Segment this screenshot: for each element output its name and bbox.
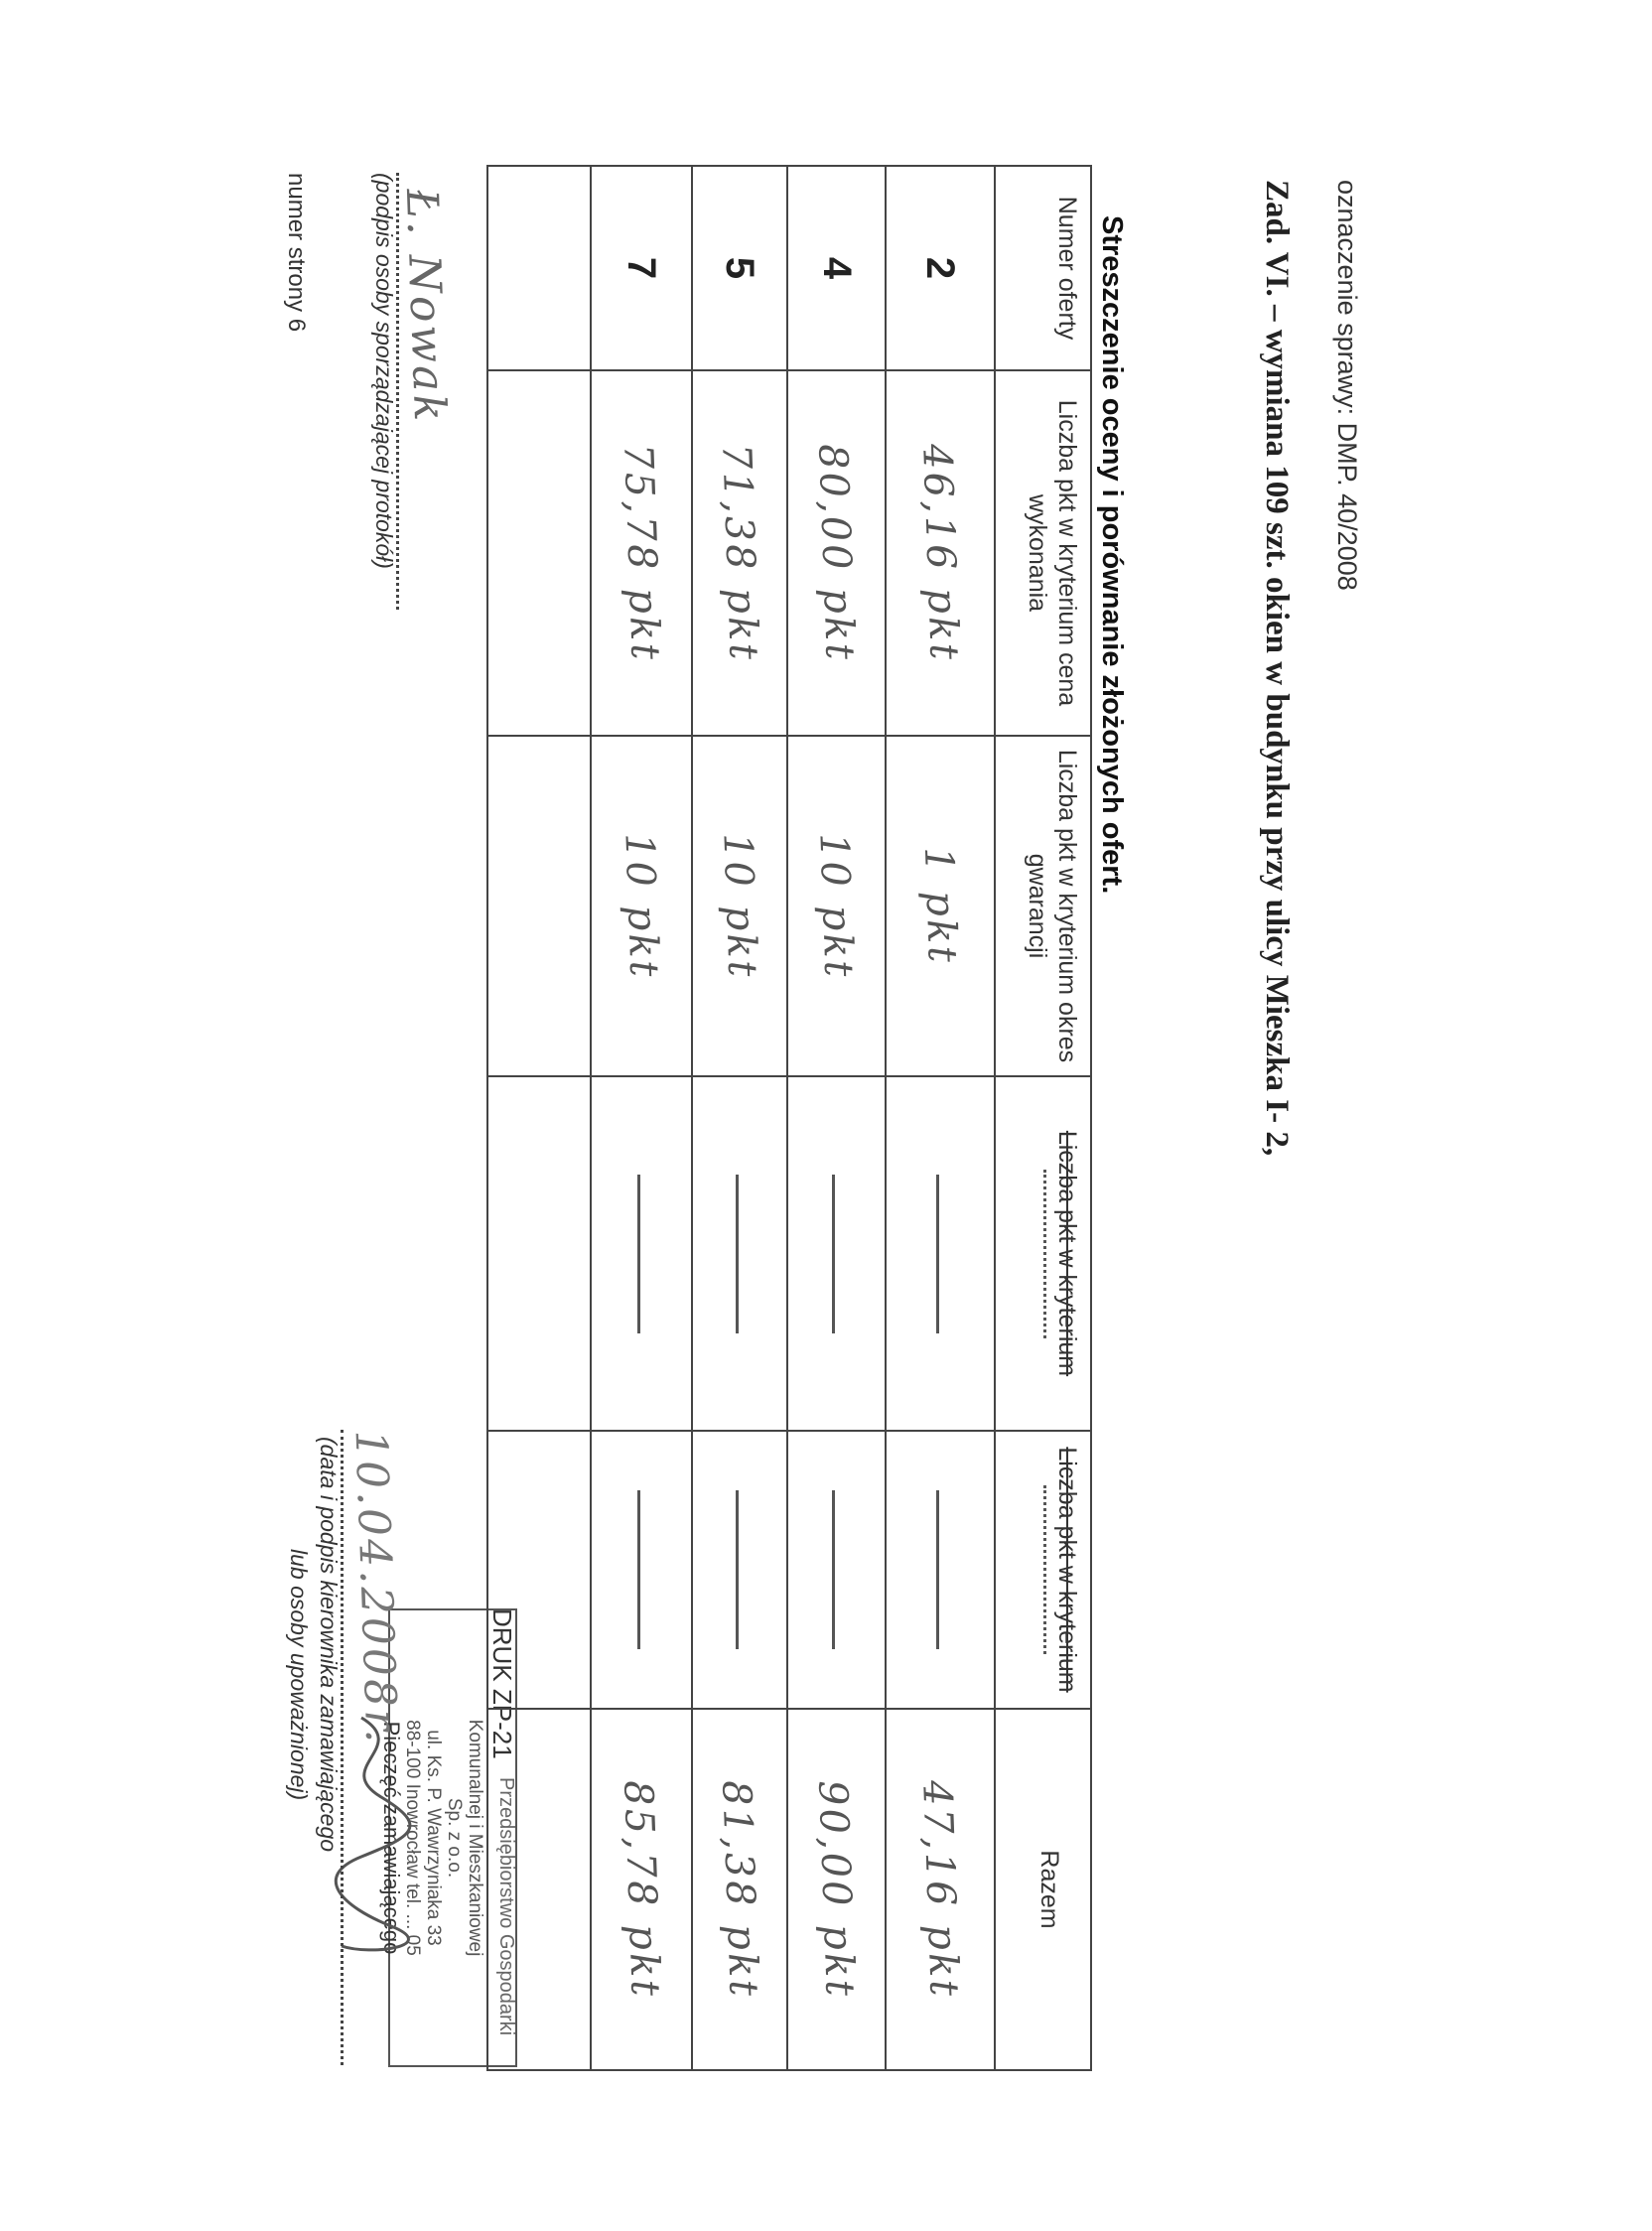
header-warranty-points: Liczba pkt w kryterium okres gwarancji xyxy=(995,736,1091,1076)
warranty-points: 10 pkt xyxy=(714,831,765,981)
manager-caption-2: lub osoby upoważnionej) xyxy=(286,1549,312,1801)
total-points: 85,78 pkt xyxy=(615,1779,668,2000)
criterion-5-empty xyxy=(591,1431,692,1709)
price-points: 46,16 pkt xyxy=(913,443,967,663)
criterion-5-empty xyxy=(692,1431,787,1709)
document-title: Zad. VI. – wymiana 109 szt. okien w budy… xyxy=(1259,180,1295,1157)
total-points: 47,16 pkt xyxy=(913,1779,967,2000)
manager-signature xyxy=(334,1716,412,1952)
table-row: 4 80,00 pkt 10 pkt 90,00 pkt xyxy=(787,166,886,2070)
date-handwritten: 10.04.2008r. xyxy=(344,1429,407,1746)
total-points: 90,00 pkt xyxy=(809,1779,864,2000)
warranty-points: 1 pkt xyxy=(914,846,966,966)
table-row: 2 46,16 pkt 1 pkt 47,16 pkt xyxy=(886,166,995,2070)
warranty-points: 10 pkt xyxy=(616,831,667,981)
preparer-caption: (podpis osoby sporządzającej protokół) xyxy=(371,173,397,569)
table-row: 5 71,38 pkt 10 pkt 81,38 pkt xyxy=(692,166,787,2070)
price-points: 80,00 pkt xyxy=(809,443,864,663)
case-reference: oznaczenie sprawy: DMP. 40/2008 xyxy=(1332,180,1362,591)
criterion-5-empty xyxy=(886,1431,995,1709)
offer-number: 5 xyxy=(718,256,762,280)
header-offer-number: Numer oferty xyxy=(995,166,1091,370)
manager-caption-1: (data i podpis kierownika zamawiającego xyxy=(316,1437,342,1853)
stamp-line: Sp. z o.o. xyxy=(444,1797,465,1879)
table-row: 7 75,78 pkt 10 pkt 85,78 pkt xyxy=(591,166,692,2070)
total-points: 81,38 pkt xyxy=(713,1779,766,2000)
table-row-empty xyxy=(487,166,591,2070)
criterion-4-empty xyxy=(692,1076,787,1431)
criterion-5-empty xyxy=(787,1431,886,1709)
section-title: Streszczenie oceny i porównanie złożonyc… xyxy=(1096,215,1128,895)
offer-number: 4 xyxy=(815,256,859,280)
criterion-4-empty xyxy=(591,1076,692,1431)
offers-summary-table: Numer oferty Liczba pkt w kryterium cena… xyxy=(486,165,1092,2071)
price-points: 75,78 pkt xyxy=(615,443,668,663)
criterion-4-empty xyxy=(787,1076,886,1431)
stamp-line: Komunalnej i Mieszkaniowej xyxy=(465,1719,485,1957)
preparer-signature: Ł. Nowak xyxy=(395,188,456,425)
header-price-points: Liczba pkt w kryterium cena wykonania xyxy=(995,370,1091,736)
offer-number: 2 xyxy=(918,256,963,280)
price-points: 71,38 pkt xyxy=(713,443,766,663)
table-header-row: Numer oferty Liczba pkt w kryterium cena… xyxy=(995,166,1091,2070)
page-number: numer strony 6 xyxy=(283,173,310,333)
header-criterion-5: Liczba pkt w kryterium xyxy=(995,1431,1091,1709)
offer-number: 7 xyxy=(620,256,664,280)
header-criterion-4: Liczba pkt w kryterium xyxy=(995,1076,1091,1431)
header-total: Razem xyxy=(995,1709,1091,2070)
warranty-points: 10 pkt xyxy=(810,831,863,981)
criterion-4-empty xyxy=(886,1076,995,1431)
